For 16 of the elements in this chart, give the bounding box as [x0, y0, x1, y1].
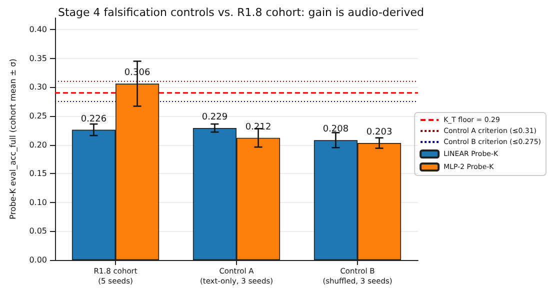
data-label: 0.208 [322, 124, 349, 135]
y-tick-label: 0.05 [29, 226, 47, 236]
data-label: 0.226 [80, 114, 107, 124]
data-label: 0.203 [366, 128, 392, 138]
y-axis-title: Probe-K eval_acc_full (cohort mean ± σ) [8, 58, 18, 220]
y-tick-label: 0.30 [29, 82, 47, 92]
data-label: 0.229 [202, 112, 228, 123]
y-tick-label: 0.15 [29, 169, 47, 178]
chart-title: Stage 4 falsification controls vs. R1.8 cohort: gain is audio-derived [58, 6, 424, 19]
y-tick-label: 0.40 [29, 25, 47, 34]
y-tick-label: 0.10 [29, 198, 47, 207]
y-tick-label: 0.20 [29, 140, 47, 150]
data-label: 0.212 [245, 122, 272, 132]
y-tick-label: 0.35 [29, 54, 47, 63]
y-tick-label: 0.00 [29, 256, 47, 264]
y-tick-label: 0.25 [29, 111, 47, 120]
